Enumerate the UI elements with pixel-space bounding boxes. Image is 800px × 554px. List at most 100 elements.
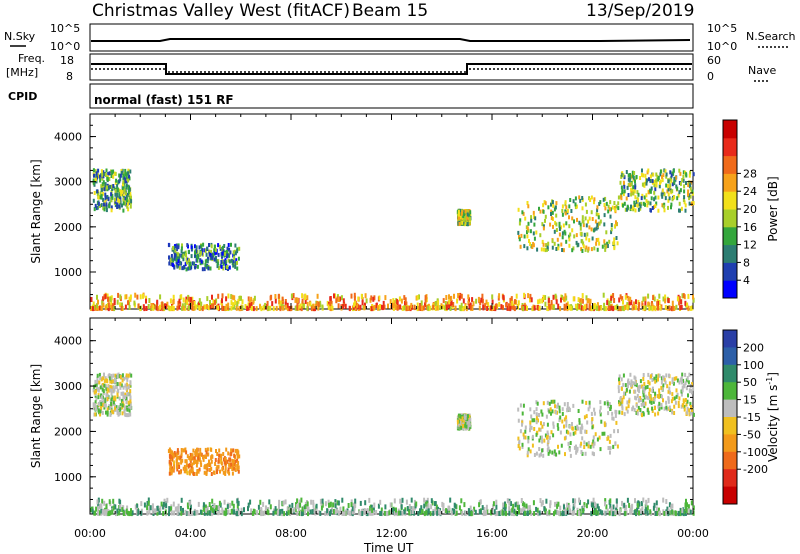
data-cell xyxy=(480,297,483,303)
data-cell xyxy=(150,303,153,308)
data-cell xyxy=(538,453,541,458)
data-cell xyxy=(591,217,594,221)
data-cell xyxy=(145,295,148,301)
data-cell xyxy=(319,511,322,516)
data-cell xyxy=(103,405,106,410)
data-cell xyxy=(468,303,471,309)
data-cell xyxy=(129,391,132,396)
data-cell xyxy=(649,399,652,404)
data-cell xyxy=(148,298,151,303)
data-cell xyxy=(97,395,100,400)
data-cell xyxy=(200,463,203,467)
data-cell xyxy=(151,508,154,514)
data-cell xyxy=(210,447,213,452)
data-cell xyxy=(290,293,293,299)
data-cell xyxy=(123,175,126,180)
data-cell xyxy=(118,405,121,410)
data-cell xyxy=(550,212,552,216)
data-cell xyxy=(162,504,165,510)
data-cell xyxy=(174,453,177,458)
data-cell xyxy=(560,242,563,247)
data-cell xyxy=(514,502,517,508)
data-cell xyxy=(672,171,675,176)
data-cell xyxy=(186,243,189,248)
data-cell xyxy=(623,175,626,180)
data-cell xyxy=(588,225,591,230)
data-cell xyxy=(591,442,594,447)
data-cell xyxy=(684,398,687,402)
data-cell xyxy=(596,205,599,210)
data-cell xyxy=(163,303,166,309)
data-cell xyxy=(527,435,530,440)
data-cell xyxy=(230,294,233,300)
data-cell xyxy=(359,500,362,506)
data-cell xyxy=(633,301,635,307)
data-cell xyxy=(590,420,593,425)
data-cell xyxy=(665,174,668,179)
data-cell xyxy=(599,509,602,515)
data-cell xyxy=(562,223,565,228)
data-cell xyxy=(668,405,671,410)
data-cell xyxy=(97,299,99,305)
colorbar-tick-label: 12 xyxy=(743,239,757,252)
data-cell xyxy=(227,509,230,515)
data-cell xyxy=(97,387,100,392)
data-cell xyxy=(114,384,117,389)
data-cell xyxy=(643,402,646,407)
data-cell xyxy=(120,302,123,308)
data-cell xyxy=(145,306,148,311)
data-cell xyxy=(449,306,452,311)
data-cell xyxy=(102,174,105,179)
data-cell xyxy=(688,201,691,206)
data-cell xyxy=(620,386,623,391)
data-cell xyxy=(118,498,121,504)
data-cell xyxy=(170,469,173,474)
data-cell xyxy=(334,503,337,509)
data-cell xyxy=(663,191,666,196)
data-cell xyxy=(575,233,578,238)
data-cell xyxy=(112,169,115,174)
data-cell xyxy=(458,295,461,301)
data-cell xyxy=(326,508,329,514)
data-cell xyxy=(541,439,544,444)
data-cell xyxy=(214,462,217,466)
data-cell xyxy=(102,296,105,302)
data-cell xyxy=(651,388,654,393)
data-cell xyxy=(642,201,645,206)
data-cell xyxy=(222,452,225,456)
data-cell xyxy=(542,226,545,231)
data-cell xyxy=(181,266,184,271)
data-cell xyxy=(461,511,464,516)
data-cell xyxy=(552,305,555,310)
data-cell xyxy=(115,384,118,389)
cpid-label: CPID xyxy=(8,90,37,103)
data-cell xyxy=(668,187,671,192)
data-cell xyxy=(653,376,656,381)
data-cell xyxy=(205,450,208,455)
data-cell xyxy=(571,216,574,221)
data-cell xyxy=(94,510,97,516)
data-cell xyxy=(538,447,541,451)
data-cell xyxy=(547,205,550,210)
data-cell xyxy=(233,256,236,261)
data-cell xyxy=(228,265,231,270)
data-cell xyxy=(602,292,605,298)
data-cell xyxy=(250,508,253,514)
nsky-bottom: 10^0 xyxy=(50,40,80,53)
data-cell xyxy=(462,220,465,224)
data-cell xyxy=(690,405,692,409)
data-cell xyxy=(99,191,102,196)
data-cell xyxy=(526,453,529,458)
data-cell xyxy=(217,259,220,264)
data-cell xyxy=(530,215,533,220)
data-cell xyxy=(105,392,108,397)
data-cell xyxy=(655,374,658,379)
data-cell xyxy=(642,373,645,377)
data-cell xyxy=(275,305,278,311)
data-cell xyxy=(555,247,558,251)
data-cell xyxy=(533,305,536,311)
data-cell xyxy=(609,200,612,205)
data-cell xyxy=(661,174,663,179)
data-cell xyxy=(675,304,678,310)
data-cell xyxy=(195,304,198,310)
